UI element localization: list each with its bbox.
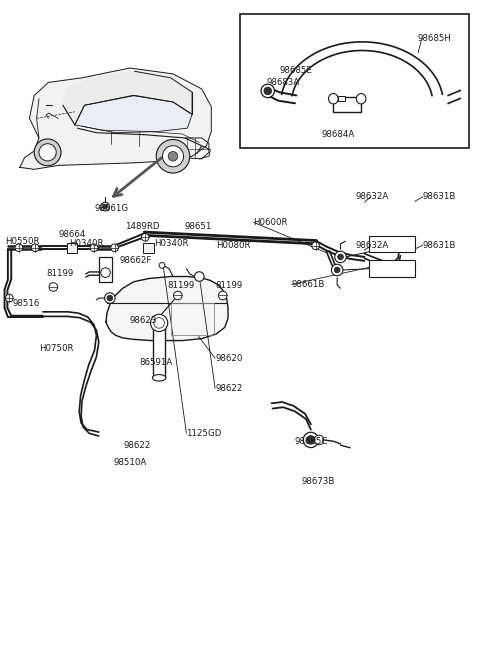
- Text: 98510A: 98510A: [114, 458, 147, 466]
- Circle shape: [162, 145, 183, 167]
- Circle shape: [173, 291, 182, 300]
- Bar: [369, 236, 415, 252]
- Circle shape: [156, 140, 190, 173]
- Circle shape: [31, 244, 39, 252]
- Text: 98664: 98664: [58, 229, 85, 238]
- Polygon shape: [63, 71, 192, 125]
- Circle shape: [90, 244, 98, 252]
- Circle shape: [5, 294, 13, 302]
- Bar: [67, 243, 77, 253]
- Text: H0340R: H0340R: [154, 238, 188, 248]
- Text: H0600R: H0600R: [253, 217, 288, 227]
- Text: 98685C: 98685C: [295, 438, 328, 446]
- Ellipse shape: [153, 375, 166, 381]
- Circle shape: [264, 87, 272, 95]
- Circle shape: [154, 318, 164, 328]
- Text: 98662F: 98662F: [120, 256, 152, 265]
- Ellipse shape: [153, 321, 166, 328]
- Text: 98516: 98516: [12, 299, 40, 308]
- Text: 98622: 98622: [123, 441, 151, 449]
- Circle shape: [314, 435, 324, 445]
- Ellipse shape: [328, 94, 338, 104]
- Circle shape: [101, 202, 109, 211]
- Text: 98651: 98651: [184, 221, 211, 231]
- Text: 98632A: 98632A: [356, 240, 389, 250]
- Circle shape: [312, 242, 320, 250]
- Circle shape: [334, 267, 340, 273]
- Text: 86591A: 86591A: [140, 358, 173, 367]
- Text: 98661B: 98661B: [292, 280, 325, 289]
- Bar: [338, 96, 345, 102]
- Text: 98623: 98623: [130, 316, 157, 326]
- Text: 98685E: 98685E: [279, 66, 312, 75]
- Text: 98620: 98620: [215, 354, 242, 363]
- Circle shape: [168, 151, 178, 161]
- Text: 98673B: 98673B: [301, 477, 335, 485]
- Text: 98631B: 98631B: [423, 240, 456, 250]
- Circle shape: [34, 139, 61, 166]
- Text: 98685H: 98685H: [417, 34, 451, 43]
- Text: H0340R: H0340R: [69, 238, 103, 248]
- Circle shape: [151, 314, 168, 331]
- Bar: [170, 303, 214, 335]
- Text: 98631B: 98631B: [423, 193, 456, 201]
- Circle shape: [107, 295, 113, 301]
- Circle shape: [142, 233, 149, 241]
- Text: 81199: 81199: [46, 269, 73, 278]
- Text: 1489RD: 1489RD: [125, 221, 160, 231]
- Circle shape: [337, 254, 343, 260]
- Polygon shape: [20, 68, 211, 170]
- Text: 81199: 81199: [215, 281, 242, 290]
- Circle shape: [331, 264, 343, 276]
- Text: 81199: 81199: [167, 281, 194, 290]
- Text: 98684A: 98684A: [322, 130, 355, 138]
- Circle shape: [261, 84, 275, 98]
- Bar: [144, 243, 154, 253]
- Bar: [153, 324, 165, 378]
- Text: H0550R: H0550R: [5, 236, 40, 246]
- Polygon shape: [106, 276, 228, 341]
- Bar: [369, 260, 415, 276]
- Circle shape: [111, 244, 119, 252]
- Text: 98661G: 98661G: [95, 204, 129, 213]
- Bar: [240, 14, 469, 148]
- Polygon shape: [75, 96, 192, 133]
- Text: H0750R: H0750R: [39, 344, 73, 353]
- Bar: [99, 257, 112, 282]
- Circle shape: [303, 432, 319, 447]
- Circle shape: [105, 293, 115, 303]
- Circle shape: [194, 272, 204, 281]
- Text: 1125GD: 1125GD: [186, 429, 222, 438]
- Circle shape: [103, 204, 108, 209]
- Circle shape: [15, 244, 23, 252]
- Bar: [333, 98, 361, 112]
- Circle shape: [101, 268, 110, 277]
- Circle shape: [335, 251, 346, 263]
- Text: 98632A: 98632A: [356, 193, 389, 201]
- Text: H0080R: H0080R: [216, 240, 251, 250]
- Circle shape: [159, 263, 165, 269]
- Text: 98683A: 98683A: [267, 78, 300, 87]
- Circle shape: [49, 283, 58, 291]
- Ellipse shape: [356, 94, 366, 104]
- Circle shape: [218, 291, 227, 300]
- Circle shape: [39, 143, 56, 161]
- Circle shape: [307, 436, 315, 444]
- Text: 98622: 98622: [215, 384, 242, 393]
